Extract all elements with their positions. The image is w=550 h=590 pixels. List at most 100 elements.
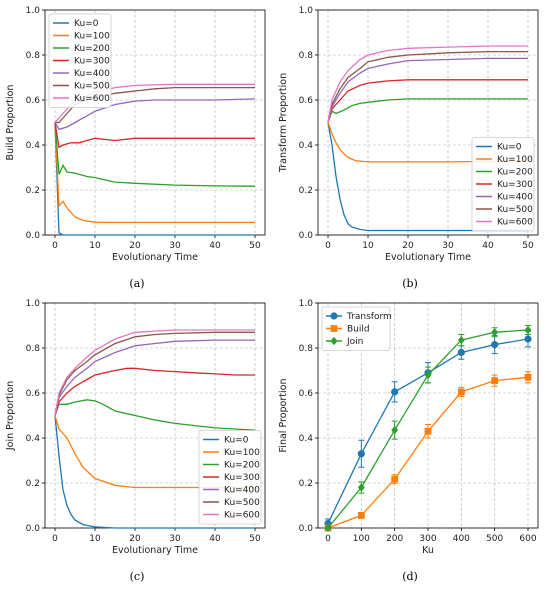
y-tick-label: 0.8 bbox=[299, 344, 314, 354]
series-line-ku-600 bbox=[54, 329, 255, 416]
plot-area bbox=[327, 45, 529, 232]
y-tick-label: 0.0 bbox=[26, 524, 41, 534]
series-line-ku-300 bbox=[54, 367, 255, 416]
legend-marker bbox=[330, 325, 338, 332]
x-tick-label: 0 bbox=[325, 241, 331, 251]
x-tick-label: 50 bbox=[522, 241, 534, 251]
legend-marker bbox=[330, 336, 338, 346]
x-tick-label: 0 bbox=[52, 534, 58, 544]
ticks: 0.0 0.2 0.4 0.6 0.8 1.0 0 10 20 30 40 50 bbox=[26, 6, 261, 251]
y-tick-label: 1.0 bbox=[299, 299, 314, 309]
series-line-ku-400 bbox=[54, 339, 255, 416]
ticks: 0.0 0.2 0.4 0.6 0.8 1.0 0 100 200 300 400 500 600 bbox=[299, 299, 537, 544]
y-axis-label: Build Proportion bbox=[5, 85, 16, 161]
legend-label: Ku=200 bbox=[74, 44, 110, 54]
legend-label: Ku=500 bbox=[224, 498, 260, 508]
series-line-ku-200 bbox=[54, 122, 256, 187]
plot-area bbox=[54, 83, 256, 236]
chart-panel-d: 0.0 0.2 0.4 0.6 0.8 1.0 0 100 200 300 400 500 600 Ku F… bbox=[278, 299, 539, 583]
legend-label: Ku=200 bbox=[497, 168, 533, 178]
y-tick-label: 0.6 bbox=[299, 389, 314, 399]
series-line-ku-0 bbox=[54, 415, 255, 529]
data-point-join bbox=[457, 335, 465, 345]
x-tick-label: 20 bbox=[129, 534, 141, 544]
x-tick-label: 40 bbox=[209, 534, 221, 544]
data-point-build bbox=[357, 512, 365, 519]
legend-box bbox=[48, 13, 112, 108]
y-tick-label: 0.2 bbox=[26, 479, 40, 489]
data-point-build bbox=[424, 427, 432, 435]
legend-label: Build bbox=[347, 325, 370, 335]
data-point-build bbox=[457, 388, 465, 396]
y-tick-label: 0.0 bbox=[299, 524, 314, 534]
data-point-join bbox=[424, 370, 432, 380]
x-tick-label: 300 bbox=[419, 534, 436, 544]
series-line-ku-0 bbox=[54, 122, 255, 236]
x-tick-label: 10 bbox=[89, 241, 101, 251]
x-tick-label: 30 bbox=[169, 241, 181, 251]
panel-label: (a) bbox=[129, 277, 144, 290]
y-tick-label: 0.4 bbox=[299, 141, 314, 151]
x-tick-label: 600 bbox=[519, 534, 536, 544]
legend-label: Ku=300 bbox=[497, 180, 533, 190]
x-tick-label: 30 bbox=[169, 534, 181, 544]
data-point-join bbox=[491, 328, 499, 337]
legend-label: Ku=600 bbox=[497, 218, 533, 228]
legend-box bbox=[198, 430, 262, 525]
x-axis-label: Evolutionary Time bbox=[385, 252, 471, 263]
data-point-join bbox=[357, 483, 365, 492]
data-point-join bbox=[324, 523, 332, 532]
axes-frame bbox=[317, 9, 539, 236]
data-point-build bbox=[491, 377, 499, 385]
legend-label: Ku=300 bbox=[74, 57, 110, 67]
legend-label: Ku=100 bbox=[497, 155, 533, 165]
axes-frame bbox=[317, 302, 539, 529]
x-tick-label: 40 bbox=[209, 241, 221, 251]
legend-label: Ku=600 bbox=[74, 94, 110, 104]
y-tick-label: 0.4 bbox=[26, 434, 41, 444]
series-line-ku-100 bbox=[54, 122, 255, 224]
legend-marker bbox=[330, 312, 338, 320]
chart-panel-c: 0.0 0.2 0.4 0.6 0.8 1.0 0 10 20 30 40 50 Evolutionar… bbox=[5, 299, 266, 583]
legend-box bbox=[321, 306, 391, 351]
y-tick-label: 0.2 bbox=[299, 186, 313, 196]
data-point-transform bbox=[491, 341, 499, 349]
x-tick-label: 40 bbox=[482, 241, 494, 251]
legend-label: Ku=300 bbox=[224, 473, 260, 483]
legend-label: Ku=0 bbox=[74, 19, 99, 29]
ticks: 0.0 0.2 0.4 0.6 0.8 1.0 0 10 20 30 40 50 bbox=[26, 299, 261, 544]
x-axis-label: Ku bbox=[422, 545, 434, 556]
legend-label: Ku=0 bbox=[224, 436, 249, 446]
data-point-build bbox=[524, 373, 532, 381]
legend: Ku=0 Ku=100 Ku=200 Ku=300 Ku=400 Ku=500 Ku=600 bbox=[198, 430, 262, 525]
y-tick-label: 0.2 bbox=[299, 479, 313, 489]
panel-label: (d) bbox=[402, 570, 418, 583]
x-tick-label: 500 bbox=[486, 534, 503, 544]
data-point-transform bbox=[391, 388, 399, 396]
data-point-join bbox=[524, 325, 532, 335]
y-tick-label: 0.8 bbox=[26, 51, 41, 61]
series-line-ku-400 bbox=[327, 57, 528, 123]
legend-label: Ku=200 bbox=[224, 461, 260, 471]
series-line-ku-100 bbox=[54, 415, 255, 489]
legend-label: Ku=500 bbox=[74, 82, 110, 92]
data-point-transform bbox=[524, 335, 532, 343]
x-tick-label: 200 bbox=[386, 534, 403, 544]
legend-label: Ku=500 bbox=[497, 205, 533, 215]
y-tick-label: 0.6 bbox=[26, 96, 41, 106]
series-line-ku-500 bbox=[54, 331, 255, 416]
ticks: 0.0 0.2 0.4 0.6 0.8 1.0 0 10 20 30 40 50 bbox=[299, 6, 534, 251]
y-tick-label: 0.6 bbox=[26, 389, 41, 399]
data-point-transform bbox=[457, 348, 465, 357]
y-axis-label: Join Proportion bbox=[5, 381, 16, 451]
legend-label: Ku=100 bbox=[74, 32, 110, 42]
plot-area bbox=[54, 329, 256, 529]
y-tick-label: 0.6 bbox=[299, 96, 314, 106]
x-tick-label: 0 bbox=[52, 241, 58, 251]
y-tick-label: 0.4 bbox=[299, 434, 314, 444]
legend-label: Ku=400 bbox=[497, 193, 533, 203]
legend-label: Transform bbox=[346, 312, 392, 322]
y-tick-label: 0.8 bbox=[299, 51, 314, 61]
series-line-ku-300 bbox=[54, 122, 255, 149]
legend: Ku=0 Ku=100 Ku=200 Ku=300 Ku=400 Ku=500 Ku=600 bbox=[471, 137, 535, 232]
